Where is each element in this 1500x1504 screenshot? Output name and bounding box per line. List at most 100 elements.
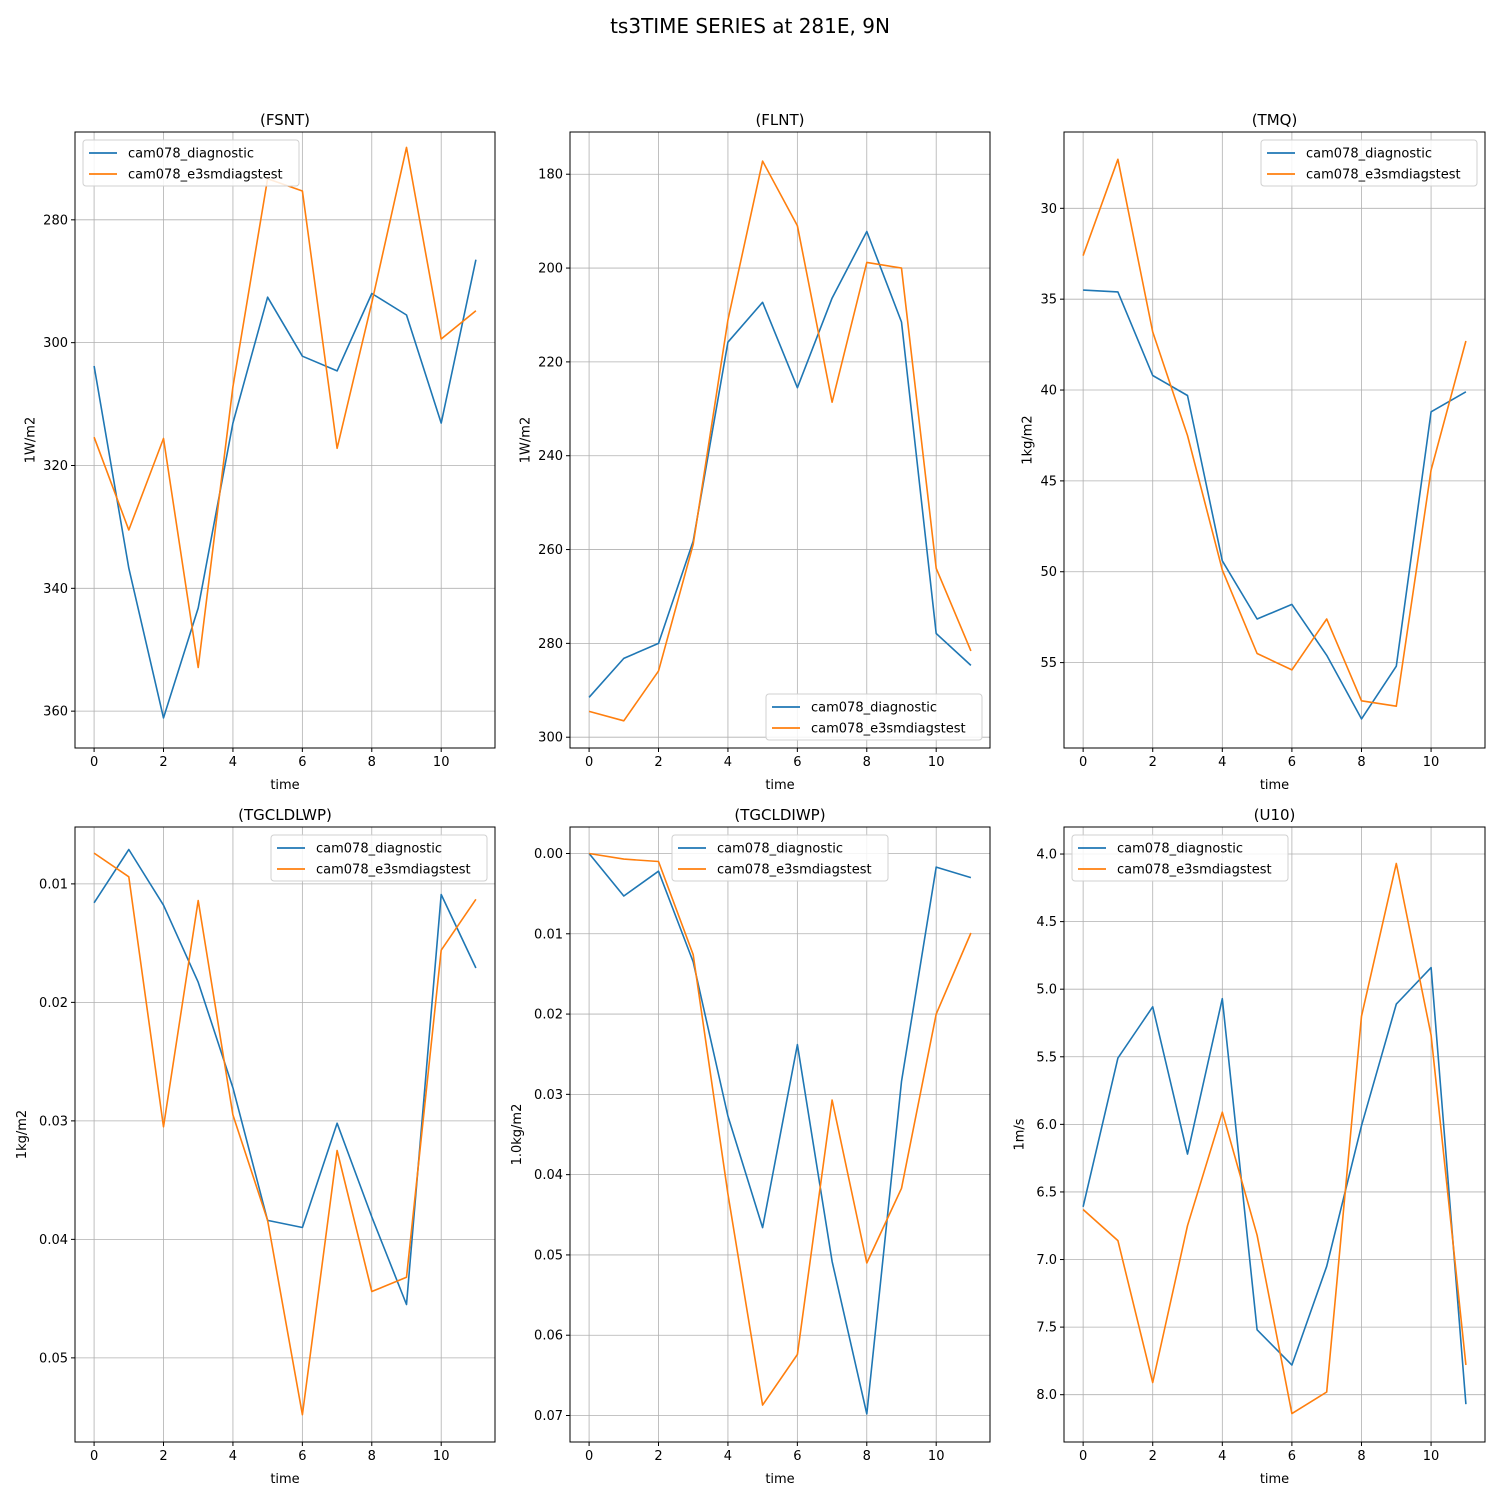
y-tick-label: 5.0 <box>1036 983 1057 998</box>
x-tick-label: 6 <box>1288 755 1296 770</box>
x-tick-label: 8 <box>863 1449 871 1464</box>
x-tick-label: 8 <box>863 755 871 770</box>
series-line-1 <box>588 852 972 1415</box>
subplot-6: 0 2 4 6 8 10 4.0 4.5 5.0 5.5 6.0 6.5 7.0 7.5 8.0 (U10) t… <box>1012 806 1486 1487</box>
y-tick-label: 300 <box>43 336 68 351</box>
legend-label-2: cam078_e3smdiagstest <box>316 863 471 878</box>
subplot-title: (U10) <box>1254 806 1296 824</box>
x-tick-label: 2 <box>654 1449 662 1464</box>
y-tick-label: 8.0 <box>1036 1388 1057 1403</box>
y-tick-label: 50 <box>1040 565 1057 580</box>
legend-label-2: cam078_e3smdiagstest <box>128 168 283 183</box>
subplot-title: (TGCLDIWP) <box>734 806 825 824</box>
y-tick-label: 6.0 <box>1036 1118 1057 1133</box>
y-tick-label: 30 <box>1040 202 1057 217</box>
series-line-1 <box>588 230 972 698</box>
legend-label-1: cam078_diagnostic <box>1117 842 1243 857</box>
y-tick-label: 260 <box>538 543 563 558</box>
subplot-5: 0 2 4 6 8 10 0.00 0.01 0.02 0.03 0.04 0.05 0.06 0.07 (… <box>510 806 991 1487</box>
x-tick-label: 10 <box>433 755 450 770</box>
x-tick-label: 4 <box>724 1449 732 1464</box>
y-tick-label: 0.07 <box>534 1409 563 1424</box>
x-tick-label: 4 <box>1218 755 1226 770</box>
y-tick-label: 220 <box>538 355 563 370</box>
x-axis-label: time <box>270 1472 299 1487</box>
y-tick-label: 200 <box>538 262 563 277</box>
y-tick-label: 340 <box>43 582 68 597</box>
x-tick-label: 10 <box>928 755 945 770</box>
y-tick-label: 0.04 <box>39 1233 68 1248</box>
series-line-2 <box>1082 862 1467 1415</box>
legend-box <box>82 139 300 187</box>
y-tick-label: 4.5 <box>1036 915 1057 930</box>
y-tick-label: 360 <box>43 705 68 720</box>
axes-frame <box>1063 826 1486 1443</box>
series-line-1 <box>93 848 477 1306</box>
y-tick-label: 280 <box>538 637 563 652</box>
subplot-title: (TMQ) <box>1252 111 1298 129</box>
series-line-2 <box>588 160 972 722</box>
legend-label-1: cam078_diagnostic <box>128 147 254 162</box>
y-axis-label: 1m/s <box>1012 1118 1027 1150</box>
x-tick-label: 8 <box>1357 1449 1365 1464</box>
y-tick-label: 4.0 <box>1036 848 1057 863</box>
y-tick-label: 240 <box>538 449 563 464</box>
figure-title: ts3TIME SERIES at 281E, 9N <box>610 14 890 38</box>
legend: cam078_diagnostic cam078_e3smdiagstest <box>82 139 300 187</box>
legend-box <box>270 834 488 882</box>
y-tick-label: 0.01 <box>39 877 68 892</box>
y-axis-label: 1.0kg/m2 <box>510 1104 525 1166</box>
y-tick-label: 180 <box>538 168 563 183</box>
x-tick-label: 10 <box>1423 1449 1440 1464</box>
y-tick-label: 0.06 <box>534 1329 563 1344</box>
x-tick-label: 2 <box>1149 755 1157 770</box>
x-axis-label: time <box>765 778 794 793</box>
y-tick-label: 0.05 <box>534 1248 563 1263</box>
subplot-2: 0 2 4 6 8 10 180 200 220 240 260 280 300 (FLNT) time 1W… <box>518 111 991 793</box>
subplot-1: 0 2 4 6 8 10 280 300 320 340 360 (FSNT) time 1W/m2 cam… <box>23 111 496 793</box>
x-tick-label: 2 <box>159 755 167 770</box>
y-tick-label: 0.02 <box>534 1008 563 1023</box>
legend-box <box>1071 834 1289 882</box>
x-tick-label: 6 <box>793 1449 801 1464</box>
y-axis-label: 1kg/m2 <box>1021 415 1036 464</box>
x-tick-label: 0 <box>585 755 593 770</box>
subplot-4: 0 2 4 6 8 10 0.01 0.02 0.03 0.04 0.05 (TGCLDLWP) tim… <box>15 806 496 1487</box>
x-tick-label: 6 <box>298 1449 306 1464</box>
y-tick-label: 280 <box>43 213 68 228</box>
axes-frame <box>569 826 991 1443</box>
x-tick-label: 0 <box>90 1449 98 1464</box>
series-line-1 <box>1082 966 1467 1405</box>
legend-label-2: cam078_e3smdiagstest <box>1117 863 1272 878</box>
y-tick-label: 6.5 <box>1036 1185 1057 1200</box>
y-tick-label: 40 <box>1040 384 1057 399</box>
series-line-2 <box>588 852 972 1406</box>
series-line-2 <box>93 146 477 669</box>
legend-label-1: cam078_diagnostic <box>717 842 843 857</box>
x-tick-label: 6 <box>298 755 306 770</box>
axes-frame <box>74 826 496 1443</box>
series-line-1 <box>93 259 477 719</box>
x-tick-label: 8 <box>368 755 376 770</box>
y-tick-label: 0.02 <box>39 996 68 1011</box>
legend: cam078_diagnostic cam078_e3smdiagstest <box>671 834 889 882</box>
y-tick-label: 300 <box>538 731 563 746</box>
series-line-2 <box>93 852 477 1416</box>
x-tick-label: 0 <box>90 755 98 770</box>
legend-box <box>1260 139 1478 187</box>
y-tick-label: 0.03 <box>534 1088 563 1103</box>
x-tick-label: 10 <box>1423 755 1440 770</box>
y-tick-label: 0.00 <box>534 847 563 862</box>
y-tick-label: 0.05 <box>39 1351 68 1366</box>
x-tick-label: 8 <box>368 1449 376 1464</box>
series-line-2 <box>1082 158 1467 708</box>
x-tick-label: 0 <box>1079 1449 1087 1464</box>
y-tick-label: 0.04 <box>534 1168 563 1183</box>
x-tick-label: 8 <box>1357 755 1365 770</box>
x-axis-label: time <box>1260 778 1289 793</box>
legend-label-1: cam078_diagnostic <box>1306 147 1432 162</box>
x-tick-label: 4 <box>724 755 732 770</box>
x-tick-label: 6 <box>1288 1449 1296 1464</box>
subplot-3: 0 2 4 6 8 10 30 35 40 45 50 55 (TMQ) time 1kg/m2 cam078… <box>1021 111 1486 793</box>
x-tick-label: 0 <box>1079 755 1087 770</box>
